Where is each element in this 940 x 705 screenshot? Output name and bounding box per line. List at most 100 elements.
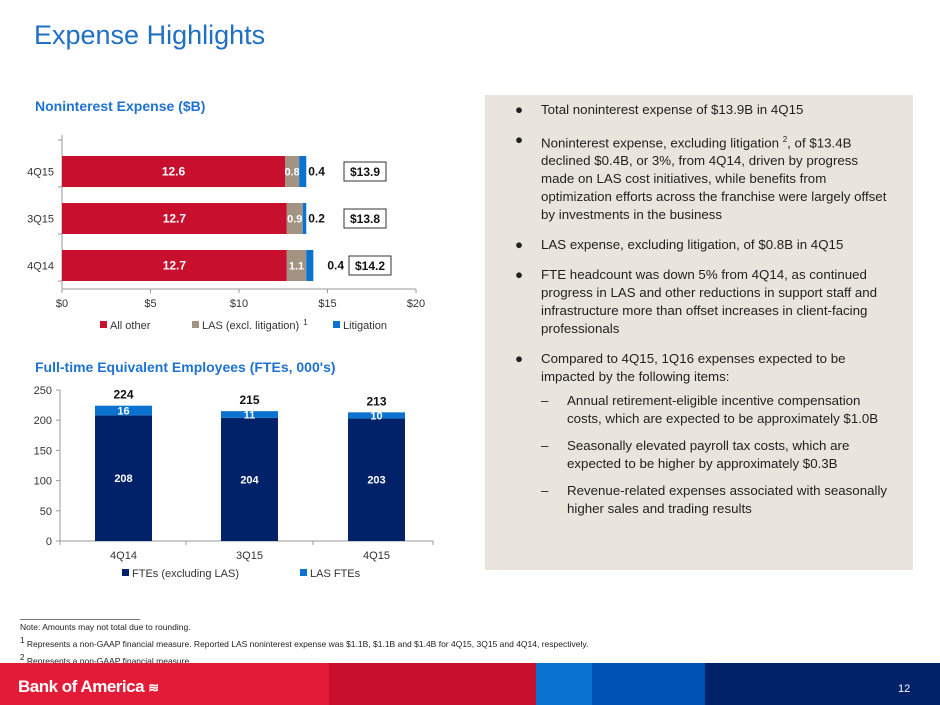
data-label: 0.2 (308, 212, 325, 226)
y-tick-label: 0 (46, 536, 52, 548)
bullet-3: ● LAS expense, excluding litigation, of $… (515, 237, 844, 253)
data-label: 12.6 (162, 165, 186, 179)
x-tick-label: $20 (407, 298, 425, 310)
y-tick-label: 250 (34, 385, 52, 397)
bar-ftes-excl-las (348, 418, 405, 541)
y-tick-label: 50 (40, 506, 52, 518)
legend-swatch (100, 321, 107, 328)
legend-label: FTEs (excluding LAS) (132, 568, 239, 580)
bar-las-excl-litigation- (286, 250, 307, 281)
data-label: 10 (370, 410, 382, 422)
bullet-text: Noninterest expense, excluding litigatio… (541, 135, 783, 151)
x-tick-label: $5 (144, 298, 156, 310)
x-tick-label: $15 (318, 298, 336, 310)
x-tick-label: $10 (230, 298, 248, 310)
bar-las-ftes (348, 412, 405, 419)
data-label: 0.4 (308, 165, 325, 179)
y-tick-label: 4Q14 (27, 261, 54, 273)
data-label: 203 (367, 475, 385, 487)
bar-all-other (62, 250, 287, 281)
total-box (343, 161, 387, 182)
legend-swatch (333, 321, 340, 328)
bar-all-other (62, 203, 287, 234)
bullet-4: ● FTE headcount was down 5% from 4Q14, as… (515, 267, 878, 337)
bar-litigation (306, 250, 314, 281)
footer-band (0, 663, 940, 705)
total-label: $13.9 (350, 165, 380, 179)
bullet-text: Total noninterest expense of $13.9B in 4… (541, 102, 804, 117)
flag-icon: ≋ (148, 680, 159, 695)
bar-las-excl-litigation- (285, 156, 300, 187)
legend-label: All other (110, 320, 151, 332)
x-tick-label: 4Q14 (110, 550, 137, 562)
sub-bullet-text: Annual retirement-eligible incentive com… (567, 393, 879, 427)
legend-label: LAS (excl. litigation) 1 (202, 318, 308, 332)
highlights-panel: ● Total noninterest expense of $13.9B in … (485, 95, 913, 570)
fte-chart: 0 50 100 150 200 250 208 16 224 4Q14 204 11 215 3Q15 2… (34, 385, 434, 580)
sub-bullet-text: Revenue-related expenses associated with… (567, 483, 888, 517)
total-label: $13.8 (350, 212, 380, 226)
page-title: Expense Highlights (34, 20, 266, 50)
data-label: 204 (240, 474, 259, 486)
bar-ftes-excl-las (221, 417, 278, 541)
bar-litigation (302, 203, 307, 234)
data-label: 11 (244, 409, 256, 421)
data-label: 0.9 (287, 214, 302, 226)
total-label: 215 (239, 393, 259, 407)
page-number: 12 (898, 683, 911, 695)
total-box (343, 208, 387, 229)
total-label: $14.2 (355, 259, 385, 273)
footnote-marker: 2 (20, 652, 25, 662)
bank-logo: Bank of America ≋ (18, 677, 159, 697)
bar-las-excl-litigation- (286, 203, 303, 234)
bullet-text: FTE headcount was down 5% from 4Q14, as … (541, 267, 878, 337)
sub-bullet-2: – Seasonally elevated payroll tax costs, … (541, 438, 850, 472)
legend-swatch (122, 569, 129, 576)
sub-bullet-text: Seasonally elevated payroll tax costs, w… (567, 438, 850, 472)
bar-ftes-excl-las (95, 415, 152, 541)
footnote-text: Represents a non-GAAP financial measure. (26, 655, 192, 666)
y-tick-label: 150 (34, 445, 52, 457)
data-label: 16 (117, 406, 129, 418)
x-tick-label: 4Q15 (363, 550, 390, 562)
bar-las-ftes (221, 411, 278, 418)
expense-chart: $0 $5 $10 $15 $20 4Q15 12.6 0.8 0.4 $13.9 3Q15 12.7… (27, 135, 425, 332)
y-tick-label: 200 (34, 415, 52, 427)
sub-bullet-3: – Revenue-related expenses associated wit… (541, 483, 888, 517)
footnote-ref: 2 (782, 135, 788, 144)
x-tick-label: 3Q15 (236, 550, 263, 562)
data-label: 1.1 (289, 261, 304, 273)
data-label: 0.8 (284, 167, 299, 179)
footnote-marker: 1 (20, 636, 25, 645)
chart-title-expense: Noninterest Expense ($B) (35, 98, 206, 114)
chart-title-fte: Full-time Equivalent Employees (FTEs, 00… (35, 359, 336, 375)
logo-text: Bank of America (18, 677, 145, 696)
y-tick-label: 4Q15 (27, 167, 54, 179)
bar-litigation (299, 156, 307, 187)
total-box (348, 255, 392, 276)
footnotes: Note: Amounts may not total due to round… (20, 620, 920, 668)
footnote-divider (20, 619, 140, 620)
sub-bullet-1: – Annual retirement-eligible incentive co… (541, 393, 879, 427)
footnote-text: Represents a non-GAAP financial measure.… (26, 638, 589, 649)
data-label: 208 (114, 473, 132, 485)
bullet-1: ● Total noninterest expense of $13.9B in … (515, 102, 804, 117)
data-label: 12.7 (163, 259, 187, 273)
total-label: 224 (113, 388, 133, 402)
bullet-text: LAS expense, excluding litigation, of $0… (541, 237, 844, 253)
note-rounding: Note: Amounts may not total due to round… (20, 622, 191, 632)
bullet-2: ● Noninterest expense, excluding litigati… (515, 132, 887, 223)
bar-las-ftes (95, 405, 152, 416)
legend-swatch (300, 569, 307, 576)
footnote-2: 2 Represents a non-GAAP financial measur… (20, 651, 920, 668)
bullet-text: , of $13.4B declined $0.4B, or 3%, from … (541, 135, 887, 223)
total-label: 213 (366, 394, 386, 408)
data-label: 12.7 (163, 212, 187, 226)
bullet-5: ● Compared to 4Q15, 1Q16 expenses expecte… (515, 351, 846, 385)
y-tick-label: 100 (34, 476, 52, 488)
bar-all-other (62, 156, 286, 187)
y-tick-label: 3Q15 (27, 214, 54, 226)
footnote-1: 1 Represents a non-GAAP financial measur… (20, 634, 920, 651)
x-tick-label: $0 (56, 298, 68, 310)
legend-label: LAS FTEs (310, 568, 361, 580)
